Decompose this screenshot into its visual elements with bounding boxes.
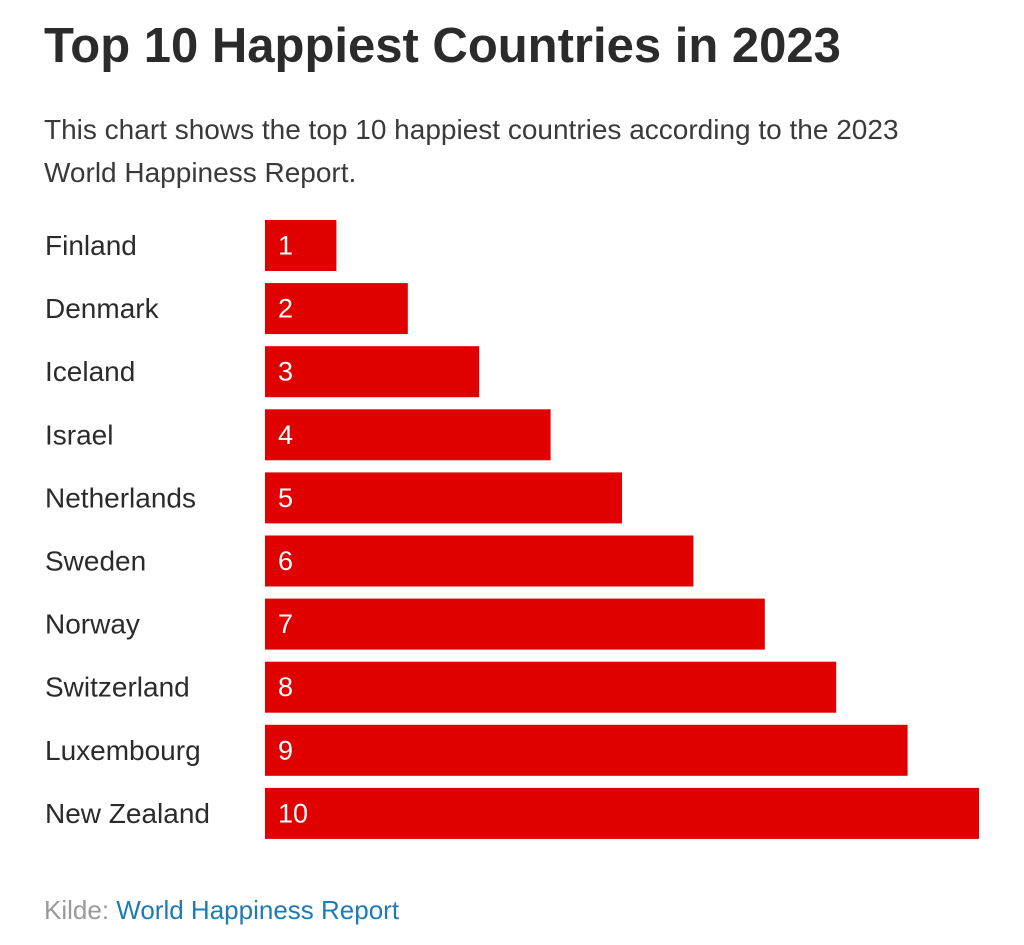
bar [265, 724, 908, 776]
bar-value-label: 2 [278, 294, 293, 324]
bar-value-label: 4 [278, 420, 293, 450]
bar [265, 283, 408, 335]
bar [265, 220, 337, 271]
category-label: Sweden [45, 546, 146, 577]
bar-value-label: 5 [278, 483, 293, 513]
source-line: Kilde: World Happiness Report [44, 893, 399, 927]
bar-chart: Finland 1 Denmark 2 Iceland 3 Israel 4 Netherlan… [45, 220, 979, 839]
bar [265, 472, 622, 524]
bar [265, 598, 765, 650]
bar-value-label: 7 [278, 609, 293, 639]
category-label: Luxembourg [45, 735, 201, 766]
category-label: Iceland [45, 356, 135, 387]
bar-value-label: 9 [278, 735, 293, 765]
category-label: Switzerland [45, 672, 190, 703]
category-label: Finland [45, 230, 137, 261]
bar [265, 535, 694, 587]
bar [265, 409, 551, 461]
bar [265, 346, 480, 398]
bar-value-label: 3 [278, 357, 293, 387]
chart-subtitle: This chart shows the top 10 happiest cou… [44, 114, 899, 188]
bar-value-label: 6 [278, 546, 293, 576]
category-label: Norway [45, 609, 140, 640]
bar-value-label: 1 [278, 231, 293, 261]
bar [265, 661, 837, 713]
category-label: New Zealand [45, 798, 210, 829]
category-label: Israel [45, 419, 113, 450]
source-label: Kilde: [44, 895, 110, 925]
source-link[interactable]: World Happiness Report [116, 895, 400, 925]
bar [265, 787, 979, 839]
category-label: Denmark [45, 293, 160, 324]
chart-title: Top 10 Happiest Countries in 2023 [44, 19, 841, 73]
bar-value-label: 10 [278, 798, 308, 828]
bar-value-label: 8 [278, 672, 293, 702]
category-label: Netherlands [45, 482, 196, 513]
